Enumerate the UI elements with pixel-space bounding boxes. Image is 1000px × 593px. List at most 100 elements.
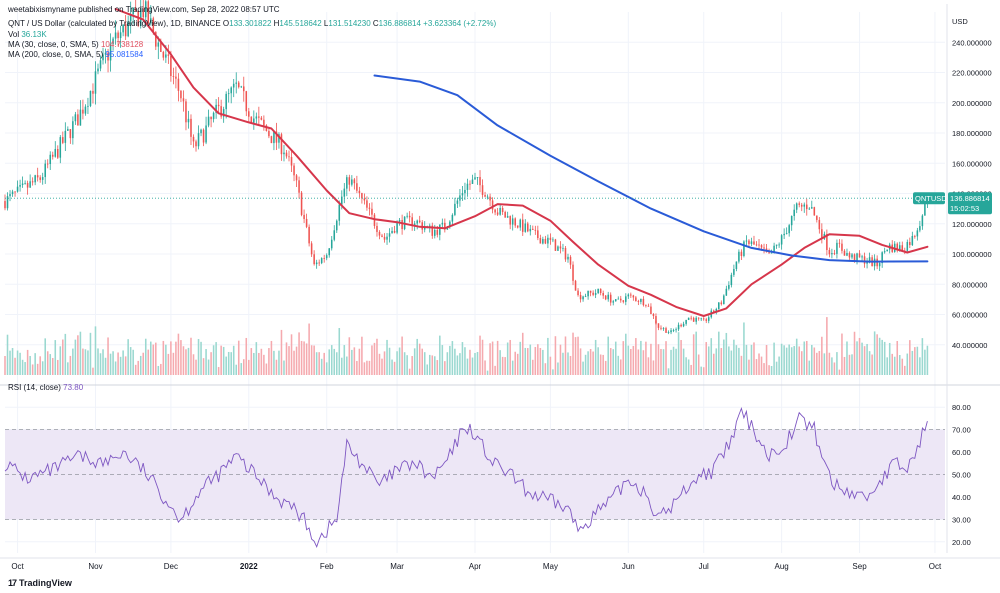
volume-bar bbox=[21, 359, 24, 375]
volume-bar bbox=[46, 351, 49, 375]
volume-bar bbox=[655, 320, 657, 375]
volume-bar bbox=[740, 355, 743, 375]
volume-bar bbox=[763, 363, 765, 375]
rsi-tick-label-0: 20.00 bbox=[952, 538, 971, 547]
candle-body bbox=[356, 183, 358, 191]
symbol-line[interactable]: QNT / US Dollar (calculated by TradingVi… bbox=[8, 19, 221, 28]
volume-legend[interactable]: Vol 36.13K bbox=[8, 30, 47, 39]
volume-bar bbox=[675, 348, 677, 375]
volume-bar bbox=[431, 355, 434, 375]
volume-bar bbox=[805, 340, 808, 375]
candle-body bbox=[532, 228, 534, 230]
candle-body bbox=[114, 32, 117, 39]
volume-bar bbox=[177, 333, 180, 375]
candle-body bbox=[627, 294, 630, 297]
candle-body bbox=[529, 228, 532, 232]
candle-body bbox=[587, 290, 589, 297]
volume-bar bbox=[258, 352, 260, 375]
volume-bar bbox=[403, 352, 406, 375]
candle-body bbox=[499, 207, 501, 215]
volume-bar bbox=[514, 351, 516, 375]
candle-body bbox=[909, 241, 911, 246]
candle-body bbox=[124, 24, 127, 37]
candle-body bbox=[59, 137, 62, 158]
volume-bar bbox=[755, 359, 758, 375]
volume-bar bbox=[77, 335, 79, 375]
volume-bar bbox=[358, 348, 361, 375]
ma30-legend[interactable]: MA (30, close, 0, SMA, 5) 104.738128 bbox=[8, 40, 144, 49]
volume-bar bbox=[388, 347, 391, 375]
volume-bar bbox=[602, 354, 604, 375]
candle-body bbox=[197, 133, 200, 147]
candle-body bbox=[795, 203, 798, 210]
volume-bar bbox=[881, 339, 883, 375]
candle-body bbox=[167, 54, 170, 56]
volume-bar bbox=[144, 338, 147, 375]
volume-bar bbox=[391, 359, 393, 375]
volume-bar bbox=[622, 341, 625, 375]
candle-body bbox=[496, 212, 499, 215]
volume-bar bbox=[572, 332, 574, 375]
volume-bar bbox=[99, 353, 102, 375]
candle-body bbox=[489, 196, 491, 201]
candle-body bbox=[273, 131, 275, 144]
volume-bar bbox=[705, 342, 708, 375]
candle-body bbox=[883, 251, 886, 253]
candle-body bbox=[594, 293, 597, 295]
volume-bar bbox=[305, 343, 308, 375]
volume-bar bbox=[652, 360, 655, 375]
volume-bar bbox=[770, 366, 773, 375]
volume-bar bbox=[712, 353, 715, 375]
volume-bar bbox=[474, 352, 476, 375]
rsi-legend[interactable]: RSI (14, close) 73.80 bbox=[8, 383, 84, 392]
volume-bar bbox=[858, 337, 861, 375]
candle-body bbox=[351, 179, 353, 185]
price-badge: QNTUSD 136.886814 15:02:53 bbox=[913, 192, 992, 215]
candle-body bbox=[217, 104, 220, 107]
candle-body bbox=[770, 252, 773, 254]
volume-bar bbox=[386, 339, 388, 375]
candle-body bbox=[132, 7, 134, 15]
candle-body bbox=[826, 233, 828, 251]
candle-body bbox=[898, 245, 901, 251]
volume-bar bbox=[290, 334, 293, 375]
volume-bar bbox=[413, 348, 416, 375]
candle-body bbox=[738, 251, 740, 262]
volume-bar bbox=[4, 356, 6, 375]
volume-bar bbox=[107, 337, 109, 375]
candle-body bbox=[278, 134, 280, 143]
volume-bar bbox=[851, 354, 853, 375]
volume-bar bbox=[411, 356, 413, 375]
volume-bar bbox=[466, 358, 469, 375]
moving-averages bbox=[114, 8, 929, 317]
volume-bar bbox=[564, 336, 567, 375]
candle-body bbox=[378, 231, 381, 236]
candle-body bbox=[725, 288, 728, 296]
volume-bar bbox=[866, 343, 868, 375]
candle-body bbox=[906, 241, 909, 251]
candle-body bbox=[695, 317, 697, 322]
volume-bar bbox=[253, 352, 255, 375]
volume-bar bbox=[205, 349, 207, 375]
volume-bar bbox=[491, 341, 494, 375]
candle-body bbox=[650, 306, 652, 314]
candle-body bbox=[102, 54, 104, 61]
volume-bar bbox=[288, 346, 290, 375]
candle-body bbox=[155, 32, 157, 47]
candle-body bbox=[479, 177, 481, 186]
candle-body bbox=[6, 196, 9, 209]
volume-bar bbox=[818, 351, 821, 375]
volume-bar bbox=[408, 368, 411, 375]
candle-body bbox=[421, 222, 423, 230]
volume-bar bbox=[697, 354, 700, 375]
candle-body bbox=[589, 290, 592, 293]
candle-body bbox=[436, 229, 439, 235]
tradingview-logo[interactable]: 17 TradingView bbox=[8, 578, 72, 588]
candle-body bbox=[549, 237, 552, 240]
volume-bar bbox=[660, 348, 662, 375]
ma200-legend[interactable]: MA (200, close, 0, SMA, 5) 95.081584 bbox=[8, 50, 144, 59]
volume-bar bbox=[418, 343, 421, 375]
candle-body bbox=[514, 218, 516, 226]
volume-bar bbox=[527, 348, 529, 375]
